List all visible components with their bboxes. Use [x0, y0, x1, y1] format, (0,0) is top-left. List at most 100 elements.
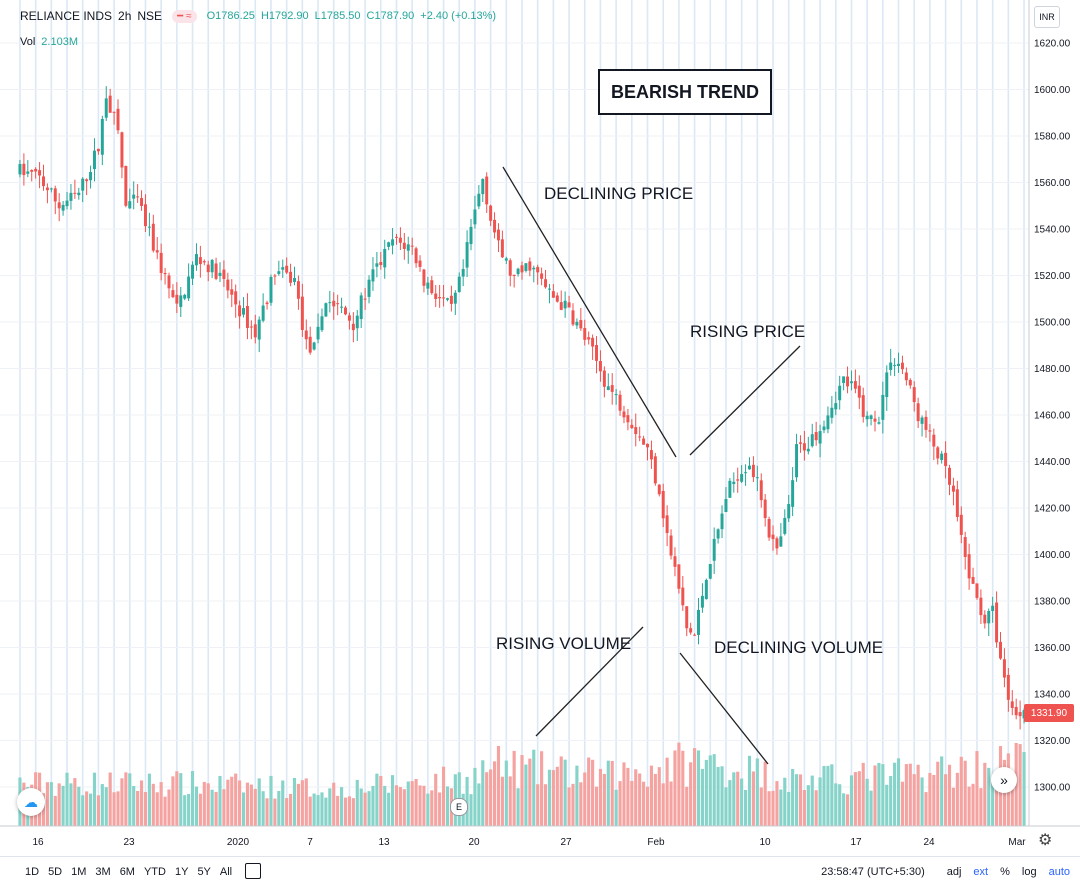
candle-body: [732, 481, 736, 485]
candle-body: [551, 291, 555, 298]
candle-body: [465, 242, 469, 268]
candle-body: [653, 456, 657, 484]
candle-body: [665, 515, 669, 534]
candle-body: [296, 281, 300, 299]
volume-bar: [912, 774, 916, 826]
volume-bar: [951, 787, 956, 826]
volume-bar: [940, 756, 944, 826]
candle-body: [677, 564, 681, 589]
currency-button[interactable]: INR: [1034, 6, 1060, 28]
candle-body: [532, 267, 536, 270]
candle-body: [171, 290, 175, 298]
scroll-to-latest-button[interactable]: »: [991, 767, 1017, 793]
volume-bar: [92, 772, 97, 826]
log-toggle[interactable]: log: [1021, 866, 1037, 878]
legend-toggle-button[interactable]: ━ ≈: [172, 9, 197, 23]
candle-body: [775, 538, 779, 549]
price-tick-label: 1540.00: [1034, 225, 1071, 236]
candle-body: [606, 386, 610, 391]
volume-bar: [547, 769, 552, 826]
clock-time[interactable]: 23:58:47 (UTC+5:30): [821, 866, 925, 878]
ext-toggle[interactable]: ext: [973, 866, 989, 878]
candle-body: [869, 415, 873, 420]
candle-body: [571, 310, 575, 325]
volume-bar: [704, 759, 708, 826]
candle-body: [744, 472, 748, 474]
timeframe-button-all[interactable]: All: [219, 866, 233, 878]
candle-body: [975, 583, 979, 598]
volume-bar: [1010, 773, 1014, 826]
symbol-legend[interactable]: RELIANCE INDS 2h NSE ━ ≈ O1786.25 H1792.…: [20, 9, 496, 23]
candle-body: [230, 289, 234, 295]
candle-body: [38, 170, 42, 176]
volume-bar: [410, 781, 414, 826]
tradingview-logo-icon[interactable]: ☁: [17, 788, 45, 816]
candle-body: [716, 529, 720, 539]
timeframe-button-5d[interactable]: 5D: [48, 866, 63, 878]
timeframe-button-ytd[interactable]: YTD: [143, 866, 166, 878]
candle-body: [893, 365, 897, 367]
volume-bar: [626, 767, 630, 826]
volume-bar: [492, 761, 497, 826]
volume-bar: [598, 768, 603, 826]
volume-bar: [759, 787, 763, 826]
candle-body: [34, 168, 38, 172]
volume-bar: [653, 773, 657, 826]
candle-body: [826, 415, 830, 430]
volume-bar: [230, 776, 234, 826]
adj-toggle[interactable]: adj: [946, 866, 962, 878]
timeframe-button-3m[interactable]: 3M: [95, 866, 111, 878]
volume-bar: [402, 789, 406, 826]
candle-body: [814, 432, 818, 441]
candle-body: [312, 342, 316, 350]
candle-body: [798, 442, 802, 444]
earnings-event-badge[interactable]: E: [450, 798, 468, 816]
candle-body: [191, 264, 195, 279]
volume-bar: [53, 795, 57, 826]
volume-bar: [132, 785, 136, 826]
calendar-goto-date-icon[interactable]: [245, 863, 261, 879]
candle-body: [457, 276, 461, 293]
double-chevron-right-icon: »: [1000, 772, 1008, 788]
volume-bar: [551, 770, 555, 826]
volume-legend[interactable]: Vol 2.103M: [20, 36, 78, 48]
timeframe-button-5y[interactable]: 5Y: [197, 866, 211, 878]
trend-lines: [502, 166, 801, 765]
candle-body: [89, 172, 93, 181]
candle-body: [920, 417, 924, 424]
candle-body: [559, 302, 563, 310]
volume-bar: [955, 772, 959, 826]
price-tick-label: 1560.00: [1034, 178, 1071, 189]
price-axis[interactable]: 1300.00 1320.00 1340.00 1360.00 1380.00 1400.…: [1034, 39, 1071, 794]
timeframe-button-1m[interactable]: 1M: [71, 866, 87, 878]
volume-bar: [559, 756, 563, 826]
candle-body: [261, 305, 265, 321]
time-axis[interactable]: 16 23 2020 7 13 20 27 Feb 10 17 24 Mar: [32, 837, 1026, 848]
volume-bar: [387, 792, 391, 826]
volume-bar: [336, 795, 340, 826]
percent-toggle[interactable]: %: [1000, 866, 1010, 878]
candle-body: [49, 188, 53, 190]
symbol-exchange[interactable]: NSE: [137, 9, 163, 23]
timeframe-button-1y[interactable]: 1Y: [174, 866, 189, 878]
candle-body: [22, 163, 26, 176]
price-tick-label: 1600.00: [1034, 85, 1071, 96]
chart-settings-gear-icon[interactable]: ⚙: [1038, 832, 1053, 849]
symbol-interval[interactable]: 2h: [118, 9, 132, 23]
volume-bar: [689, 762, 693, 826]
volume-bar: [430, 790, 434, 826]
symbol-name[interactable]: RELIANCE INDS: [20, 9, 113, 23]
price-tick-label: 1380.00: [1034, 597, 1071, 608]
volume-bar: [81, 795, 85, 826]
volume-bar: [555, 766, 559, 826]
auto-toggle[interactable]: auto: [1048, 866, 1070, 878]
volume-bar: [289, 793, 293, 826]
timeframe-button-6m[interactable]: 6M: [119, 866, 135, 878]
volume-bar: [167, 789, 171, 826]
price-chart[interactable]: 1300.00 1320.00 1340.00 1360.00 1380.00 1400.…: [0, 0, 1080, 856]
rising-volume-label: RISING VOLUME: [496, 634, 632, 653]
volume-bar: [563, 759, 567, 826]
candle-body: [394, 236, 398, 238]
timeframe-button-1d[interactable]: 1D: [25, 866, 40, 878]
declining-price-line: [502, 166, 677, 458]
